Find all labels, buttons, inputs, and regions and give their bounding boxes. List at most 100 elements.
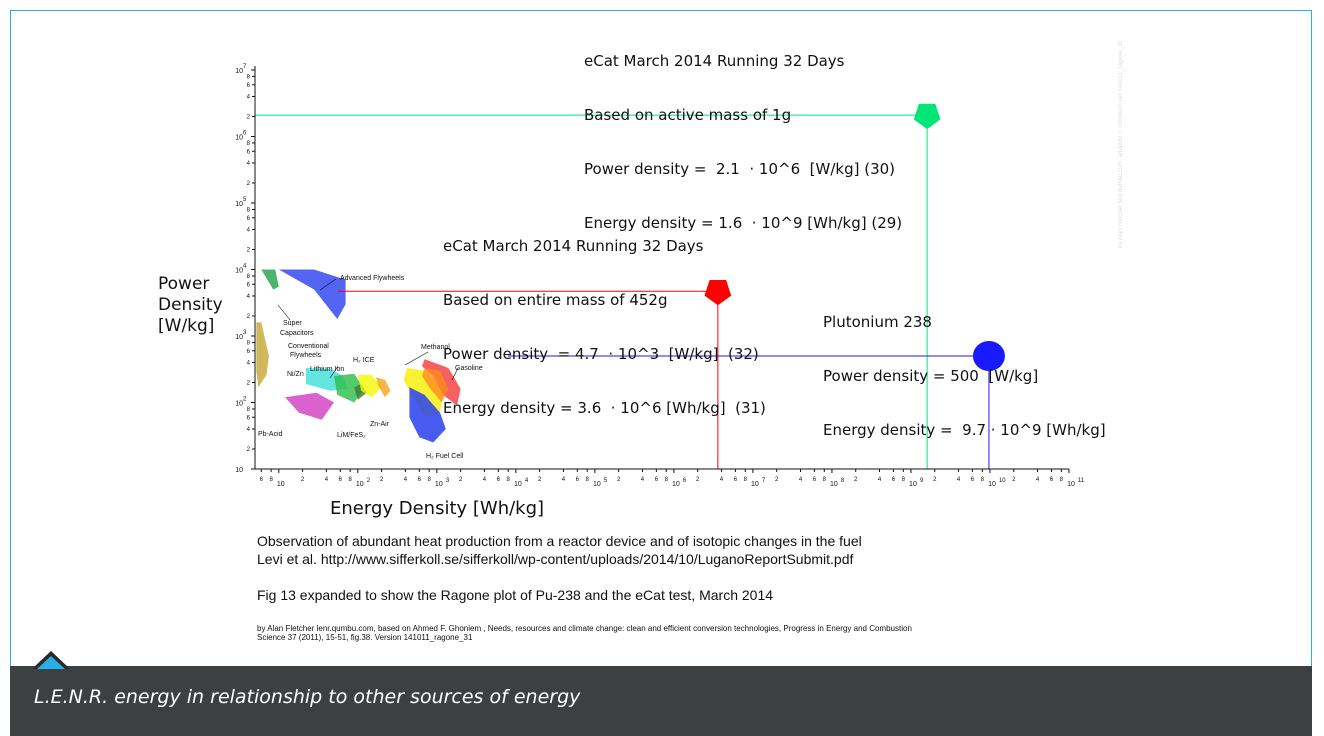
- chart-axes: 102 4 6 810 2 2 4 6 810 3 2 4 6 810 4 2 4 6 810 5 2 4 6 810 6 2 4 6…: [235, 64, 1085, 488]
- guide-lines: [255, 114, 990, 469]
- region-h2-fuel-cell: [409, 387, 446, 443]
- y-tick-exponent: 3: [243, 330, 247, 336]
- y-tick-label: 10: [235, 334, 243, 341]
- x-minor-label: 6: [734, 477, 738, 483]
- x-tick-label: 10: [356, 481, 364, 488]
- y-minor-label: 6: [247, 282, 251, 288]
- y-axis-label: Power Density [W/kg]: [158, 274, 223, 337]
- technology-regions: [256, 269, 461, 443]
- y-tick-label: 10: [235, 201, 243, 208]
- plutonium-annotation: Plutonium 238 Power density = 500 [W/kg]…: [823, 277, 1106, 457]
- marker-ecat-452g-entire-mass: [704, 280, 732, 306]
- x-minor-label: 4: [878, 477, 882, 483]
- x-tick-label: 10: [830, 481, 838, 488]
- x-minor-label: 6: [576, 477, 580, 483]
- x-tick-label: 10: [1067, 481, 1075, 488]
- x-minor-label: 2: [854, 477, 858, 483]
- y-tick-exponent: 6: [243, 131, 247, 137]
- y-minor-label: 8: [247, 340, 251, 346]
- x-tick-label: 10: [751, 481, 759, 488]
- plutonium-line: Energy density = 9.7 · 10^9 [Wh/kg]: [823, 421, 1106, 439]
- y-tick-exponent: 7: [243, 64, 247, 70]
- x-minor-label: 6: [813, 477, 817, 483]
- x-tick-label: 10: [909, 481, 917, 488]
- y-minor-label: 4: [247, 427, 251, 433]
- x-axis-label: Energy Density [Wh/kg]: [330, 498, 545, 519]
- x-minor-label: 4: [720, 477, 724, 483]
- byline: by Alan Fletcher lenr.qumbu.com, based o…: [257, 624, 912, 642]
- x-minor-label: 2: [538, 477, 542, 483]
- x-minor-label: 4: [957, 477, 961, 483]
- y-minor-label: 4: [247, 294, 251, 300]
- region-super-capacitors: [261, 269, 279, 290]
- y-minor-label: 2: [247, 114, 251, 120]
- ecat-452g-line: Power density = 4.7 · 10^3 [W/kg] (32): [443, 345, 759, 363]
- ecat-452g-line: Energy density = 3.6 · 10^6 [Wh/kg] (31): [443, 399, 766, 417]
- x-tick-exponent: 9: [920, 478, 924, 484]
- technology-label: Flywheels: [290, 352, 322, 359]
- technology-label: Pb-Acid: [258, 431, 283, 438]
- watermark: by Alan Fletcher lenr.qumbu.com, adapted…: [1118, 39, 1124, 248]
- x-minor-label: 8: [507, 477, 511, 483]
- y-tick-exponent: 2: [243, 397, 247, 403]
- y-tick-label: 10: [235, 68, 243, 75]
- region-zn-air: [376, 377, 391, 398]
- technology-label: Lithium Ion: [310, 366, 344, 373]
- x-minor-label: 8: [586, 477, 590, 483]
- y-minor-label: 8: [247, 274, 251, 280]
- x-minor-label: 2: [775, 477, 779, 483]
- x-tick-label: 10: [672, 481, 680, 488]
- ecat-452g-annotation: eCat March 2014 Running 32 Days Based on…: [443, 201, 766, 435]
- technology-label: LiM/FeS₂: [337, 432, 366, 439]
- technology-label: Advanced Flywheels: [340, 275, 405, 282]
- technology-label: Conventional: [288, 343, 329, 350]
- x-tick-exponent: 6: [683, 478, 687, 484]
- y-minor-label: 2: [247, 181, 251, 187]
- x-tick-exponent: 11: [1078, 478, 1085, 484]
- x-tick-exponent: 8: [841, 478, 845, 484]
- x-tick-exponent: 2: [367, 478, 371, 484]
- x-minor-label: 6: [260, 477, 264, 483]
- y-minor-label: 2: [247, 447, 251, 453]
- x-minor-label: 8: [902, 477, 906, 483]
- x-minor-label: 6: [971, 477, 975, 483]
- region-advanced-flywheels: [278, 269, 346, 319]
- x-tick-exponent: 10: [999, 478, 1006, 484]
- y-minor-label: 8: [247, 207, 251, 213]
- x-minor-label: 6: [1050, 477, 1054, 483]
- x-minor-label: 4: [404, 477, 408, 483]
- byline-line: by Alan Fletcher lenr.qumbu.com, based o…: [257, 624, 912, 633]
- y-minor-label: 6: [247, 149, 251, 155]
- region-conventional-flywheels: [256, 322, 269, 388]
- caret-up-icon[interactable]: [30, 649, 72, 677]
- y-tick-exponent: 4: [243, 264, 247, 270]
- y-tick-label: 10: [235, 401, 243, 408]
- y-minor-label: 4: [247, 227, 251, 233]
- reference-url: Levi et al. http://www.sifferkoll.se/sif…: [257, 551, 854, 567]
- technology-label: Zn-Air: [370, 421, 390, 428]
- ecat-1g-line: Power density = 2.1 · 10^6 [W/kg] (30): [584, 160, 896, 178]
- y-tick-label: 10: [235, 467, 243, 474]
- x-tick-exponent: 5: [604, 478, 608, 484]
- y-minor-label: 8: [247, 74, 251, 80]
- x-tick-label: 10: [988, 481, 996, 488]
- x-minor-label: 2: [459, 477, 463, 483]
- figure-note: Fig 13 expanded to show the Ragone plot …: [257, 587, 774, 603]
- y-minor-label: 8: [247, 407, 251, 413]
- x-minor-label: 8: [665, 477, 669, 483]
- x-minor-label: 2: [617, 477, 621, 483]
- caption-text: L.E.N.R. energy in relationship to other…: [34, 686, 581, 708]
- x-tick-label: 10: [435, 481, 443, 488]
- x-minor-label: 6: [418, 477, 422, 483]
- y-minor-label: 4: [247, 94, 251, 100]
- label-pointer: [277, 304, 291, 321]
- caption-bar: L.E.N.R. energy in relationship to other…: [10, 666, 1312, 736]
- x-minor-label: 4: [641, 477, 645, 483]
- x-tick-exponent: 3: [446, 478, 450, 484]
- x-minor-label: 8: [981, 477, 985, 483]
- x-minor-label: 6: [339, 477, 343, 483]
- plutonium-line: Power density = 500 [W/kg]: [823, 367, 1039, 385]
- y-minor-label: 8: [247, 141, 251, 147]
- x-minor-label: 8: [1060, 477, 1064, 483]
- technology-label: Ni/Zn: [287, 371, 304, 378]
